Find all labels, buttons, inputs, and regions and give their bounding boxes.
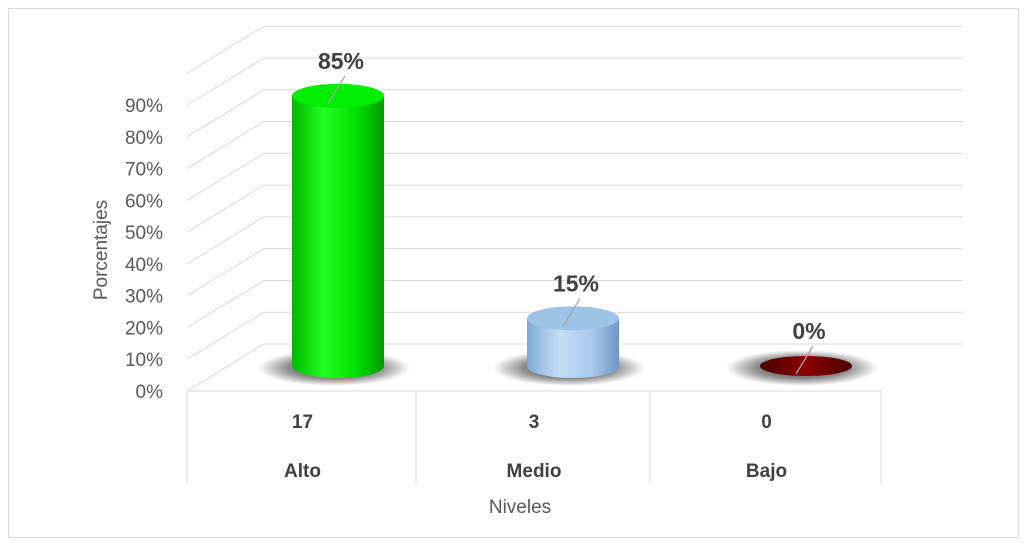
bar-top bbox=[292, 83, 384, 108]
y-tick-label: 10% bbox=[125, 350, 163, 371]
x-category-label: Medio bbox=[507, 461, 562, 482]
y-tick-label: 90% bbox=[125, 96, 163, 117]
y-tick-label: 0% bbox=[136, 382, 164, 403]
y-axis-title: Porcentajes bbox=[91, 200, 112, 300]
y-tick-label: 60% bbox=[125, 191, 163, 212]
leader-line bbox=[562, 297, 581, 327]
bar-body bbox=[292, 95, 384, 378]
side-gridline bbox=[186, 280, 265, 328]
y-tick-label: 70% bbox=[125, 160, 163, 181]
data-table-counts: 17 3 0 bbox=[292, 412, 772, 433]
y-tick-label: 80% bbox=[125, 128, 163, 149]
y-tick-label: 50% bbox=[125, 223, 163, 244]
side-gridline bbox=[186, 25, 265, 74]
side-gridline bbox=[186, 248, 265, 297]
side-gridline bbox=[186, 311, 265, 360]
chart-frame bbox=[8, 8, 1019, 538]
y-tick-labels: 0% 10% 20% 30% 40% 50% 60% 70% 80% 90% bbox=[125, 96, 163, 403]
leader-line bbox=[795, 345, 814, 375]
y-tick-label: 40% bbox=[125, 255, 163, 276]
table-count: 17 bbox=[292, 412, 313, 433]
data-label: 15% bbox=[553, 270, 599, 296]
y-tick-label: 20% bbox=[125, 318, 163, 339]
side-gridline bbox=[186, 184, 265, 233]
leader-line bbox=[327, 75, 346, 105]
bars bbox=[258, 83, 878, 386]
side-gridline bbox=[186, 216, 265, 265]
data-label: 0% bbox=[792, 318, 825, 344]
y-tick-label: 30% bbox=[125, 287, 163, 308]
side-gridline bbox=[186, 343, 265, 392]
bar-body bbox=[527, 318, 619, 378]
side-gridline bbox=[186, 57, 265, 106]
data-table bbox=[186, 391, 882, 484]
side-gridline bbox=[186, 121, 265, 169]
bar-top bbox=[527, 306, 619, 331]
x-axis-title: Niveles bbox=[489, 497, 551, 518]
data-table-categories: Alto Medio Bajo bbox=[284, 461, 787, 482]
data-labels: 85% 15% 0% bbox=[318, 48, 826, 375]
side-gridline bbox=[186, 89, 265, 138]
x-category-label: Bajo bbox=[746, 461, 787, 482]
table-count: 3 bbox=[529, 412, 540, 433]
side-gridline bbox=[186, 152, 265, 201]
x-category-label: Alto bbox=[284, 461, 321, 482]
bar-disc bbox=[760, 356, 852, 376]
table-count: 0 bbox=[761, 412, 772, 433]
data-label: 85% bbox=[318, 48, 364, 74]
